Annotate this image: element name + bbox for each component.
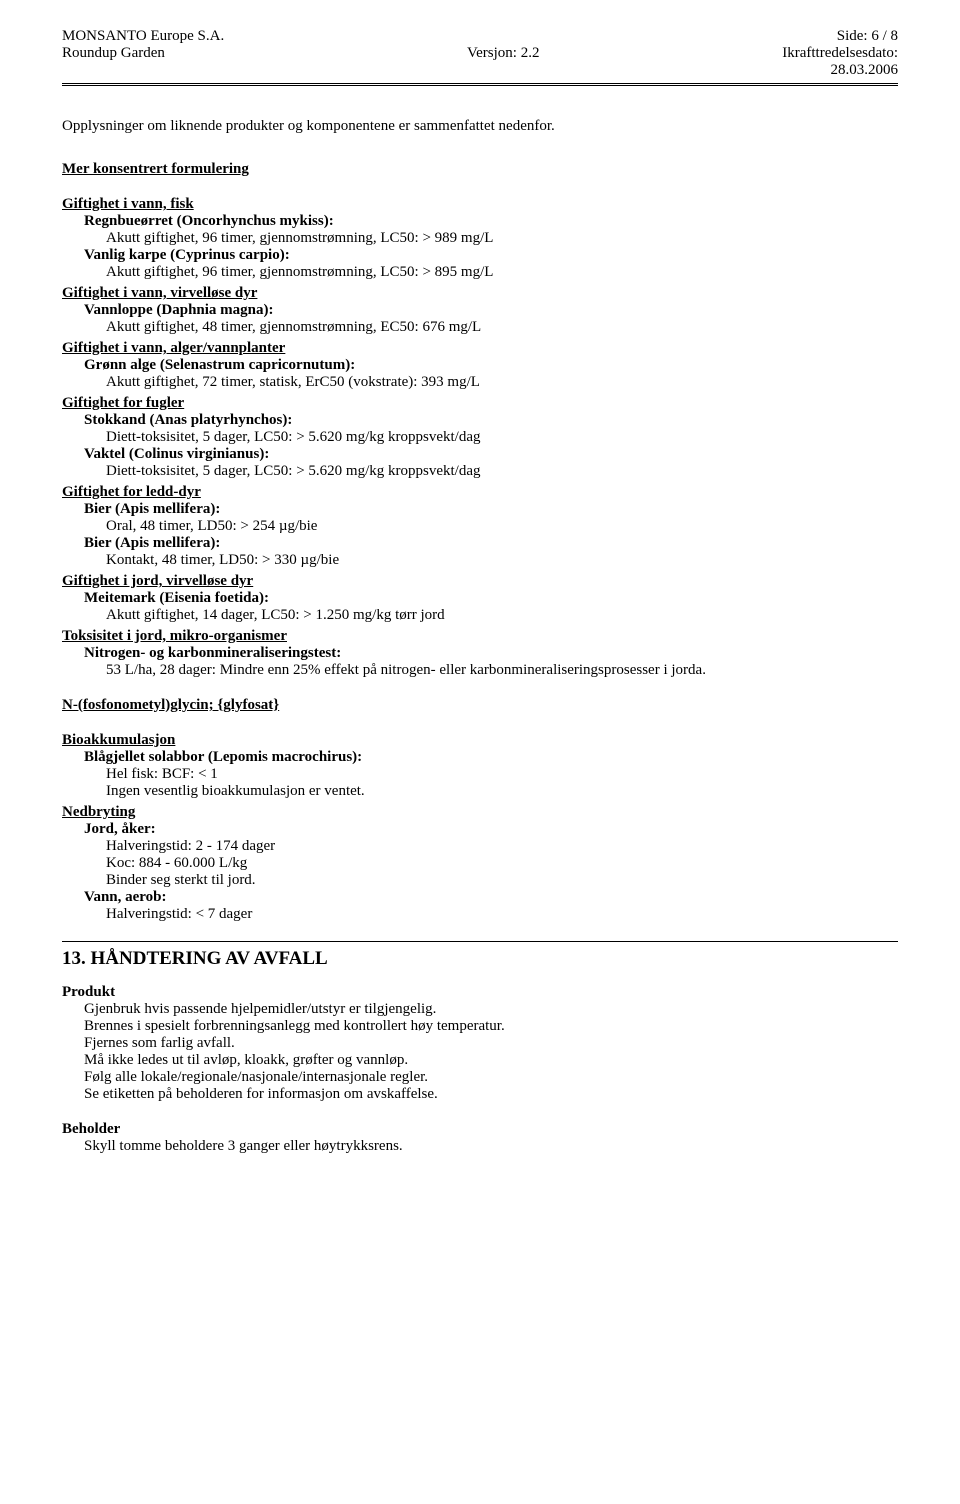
value-quail: Diett-toksisitet, 5 dager, LC50: > 5.620… [106,463,898,480]
value-bee-contact: Kontakt, 48 timer, LD50: > 330 µg/bie [106,552,898,569]
value-soil-koc: Koc: 884 - 60.000 L/kg [106,855,898,872]
section-13-heading: 13. HÅNDTERING AV AVFALL [62,948,898,970]
value-bee-oral: Oral, 48 timer, LD50: > 254 µg/bie [106,518,898,535]
soil-field-label: Jord, åker: [84,821,898,838]
spacer [62,178,898,192]
container-disposal-block: Beholder Skyll tomme beholdere 3 ganger … [62,1121,898,1155]
bioaccumulation-title: Bioakkumulasjon [62,732,898,749]
value-mineralization: 53 L/ha, 28 dager: Mindre enn 25% effekt… [106,662,898,679]
fish-toxicity-title: Giftighet i vann, fisk [62,196,898,213]
spacer [62,1103,898,1117]
value-mallard: Diett-toksisitet, 5 dager, LC50: > 5.620… [106,429,898,446]
species-carp: Vanlig karpe (Cyprinus carpio): [84,247,898,264]
header-right: Side: 6 / 8 Ikrafttredelsesdato: 28.03.2… [782,28,898,79]
value-earthworm: Akutt giftighet, 14 dager, LC50: > 1.250… [106,607,898,624]
spacer [62,679,898,693]
species-bee-oral: Bier (Apis mellifera): [84,501,898,518]
species-mallard: Stokkand (Anas platyrhynchos): [84,412,898,429]
value-bcf: Hel fisk: BCF: < 1 [106,766,898,783]
version-label: Versjon: 2.2 [467,45,540,61]
value-bioacc-note: Ingen vesentlig bioakkumulasjon er vente… [106,783,898,800]
formulation-title: Mer konsentrert formulering [62,161,898,178]
species-earthworm: Meitemark (Eisenia foetida): [84,590,898,607]
page: MONSANTO Europe S.A. Roundup Garden Vers… [0,0,960,1195]
product-line-3: Fjernes som farlig avfall. [84,1035,898,1052]
species-bee-contact: Bier (Apis mellifera): [84,535,898,552]
container-subtitle: Beholder [62,1121,898,1138]
value-soil-halflife: Halveringstid: 2 - 174 dager [106,838,898,855]
bird-toxicity-title: Giftighet for fugler [62,395,898,412]
product-name: Roundup Garden [62,45,224,62]
document-header: MONSANTO Europe S.A. Roundup Garden Vers… [62,28,898,79]
product-line-1: Gjenbruk hvis passende hjelpemidler/utst… [84,1001,898,1018]
container-line-1: Skyll tomme beholdere 3 ganger eller høy… [84,1138,898,1155]
test-mineralization: Nitrogen- og karbonmineraliseringstest: [84,645,898,662]
product-disposal-block: Produkt Gjenbruk hvis passende hjelpemid… [62,984,898,1103]
product-line-6: Se etiketten på beholderen for informasj… [84,1086,898,1103]
product-subtitle: Produkt [62,984,898,1001]
company-name: MONSANTO Europe S.A. [62,28,224,45]
species-trout: Regnbueørret (Oncorhynchus mykiss): [84,213,898,230]
page-number: Side: 6 / 8 [782,28,898,45]
value-carp: Akutt giftighet, 96 timer, gjennomstrømn… [106,264,898,281]
soil-microorganism-title: Toksisitet i jord, mikro-organismer [62,628,898,645]
species-daphnia: Vannloppe (Daphnia magna): [84,302,898,319]
water-aerobic-label: Vann, aerob: [84,889,898,906]
effective-date: 28.03.2006 [782,62,898,79]
species-algae: Grønn alge (Selenastrum capricornutum): [84,357,898,374]
value-trout: Akutt giftighet, 96 timer, gjennomstrømn… [106,230,898,247]
glyphosate-title: N-(fosfonometyl)glycin; {glyfosat} [62,697,898,714]
aquatic-invertebrate-title: Giftighet i vann, virvelløse dyr [62,285,898,302]
arthropod-title: Giftighet for ledd-dyr [62,484,898,501]
value-soil-binding: Binder seg sterkt til jord. [106,872,898,889]
degradation-title: Nedbryting [62,804,898,821]
intro-text: Opplysninger om liknende produkter og ko… [62,118,898,135]
product-line-5: Følg alle lokale/regionale/nasjonale/int… [84,1069,898,1086]
header-rule [62,83,898,86]
header-left: MONSANTO Europe S.A. Roundup Garden [62,28,224,79]
value-algae: Akutt giftighet, 72 timer, statisk, ErC5… [106,374,898,391]
algae-title: Giftighet i vann, alger/vannplanter [62,340,898,357]
header-center: Versjon: 2.2 [224,28,782,79]
species-quail: Vaktel (Colinus virginianus): [84,446,898,463]
spacer [62,714,898,728]
product-line-2: Brennes i spesielt forbrenningsanlegg me… [84,1018,898,1035]
section-rule [62,941,898,942]
product-line-4: Må ikke ledes ut til avløp, kloakk, grøf… [84,1052,898,1069]
species-bluegill: Blågjellet solabbor (Lepomis macrochirus… [84,749,898,766]
soil-invertebrate-title: Giftighet i jord, virvelløse dyr [62,573,898,590]
value-daphnia: Akutt giftighet, 48 timer, gjennomstrømn… [106,319,898,336]
effective-date-label: Ikrafttredelsesdato: [782,45,898,62]
value-water-halflife: Halveringstid: < 7 dager [106,906,898,923]
